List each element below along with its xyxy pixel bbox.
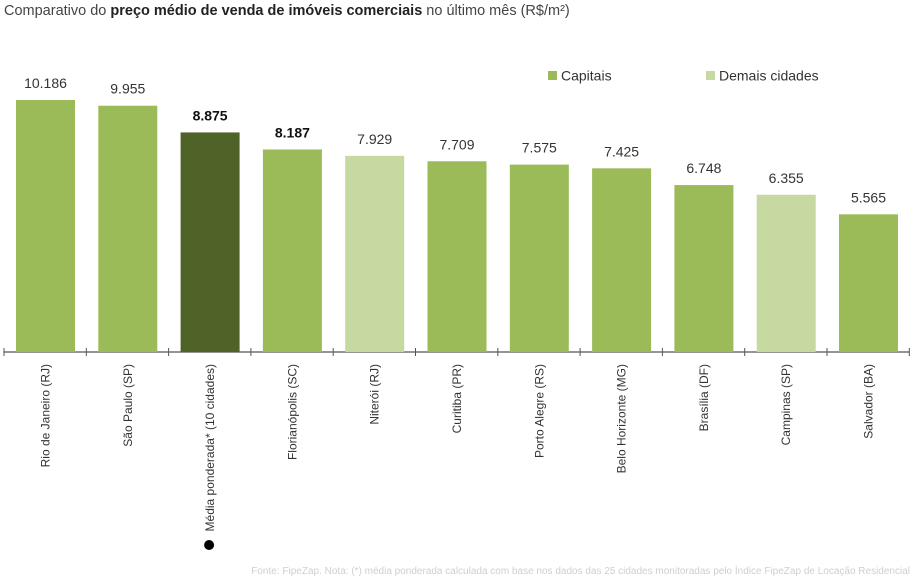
- bar: [427, 161, 487, 352]
- bar: [16, 100, 75, 352]
- footnote-marker-dot: [204, 540, 215, 550]
- tick-label: Rio de Janeiro (RJ): [39, 364, 53, 467]
- data-label: 7.425: [604, 143, 639, 159]
- tick-label: São Paulo (SP): [121, 364, 135, 447]
- data-label: 8.875: [193, 107, 228, 123]
- title-prefix: Comparativo do: [4, 3, 111, 19]
- data-label: 7.709: [439, 136, 474, 152]
- data-label: 10.186: [24, 75, 67, 91]
- title-suffix: no último mês (R$/m²): [422, 3, 570, 19]
- bar: [592, 168, 652, 352]
- tick-label: Curitiba (PR): [450, 364, 464, 433]
- tick-label: Florianópolis (SC): [285, 364, 299, 460]
- chart-title: Comparativo do preço médio de venda de i…: [4, 3, 570, 19]
- tick-label: Brasília (DF): [697, 364, 711, 431]
- legend-label: Demais cidades: [719, 68, 819, 84]
- bar: [509, 164, 569, 352]
- bar: [345, 155, 405, 352]
- data-label: 8.187: [275, 124, 310, 140]
- title-bold: preço médio de venda de imóveis comercia…: [110, 3, 423, 19]
- tick-label: Porto Alegre (RS): [532, 364, 546, 458]
- legend-swatch: [706, 71, 715, 80]
- data-label: 9.955: [110, 81, 145, 97]
- bar: [839, 214, 898, 352]
- bar: [180, 132, 240, 352]
- source-footnote: Fonte: FipeZap. Nota: (*) média ponderad…: [251, 566, 910, 577]
- data-label: 7.929: [357, 131, 392, 147]
- tick-label: Campinas (SP): [779, 364, 793, 445]
- tick-label: Média ponderada* (10 cidades): [203, 364, 217, 531]
- tick-label: Niterói (RJ): [368, 364, 382, 425]
- data-label: 6.355: [769, 170, 804, 186]
- data-label: 5.565: [851, 189, 886, 205]
- legend-label: Capitais: [561, 68, 612, 84]
- data-label: 6.748: [686, 160, 721, 176]
- bar: [262, 149, 322, 352]
- tick-label: Salvador (BA): [862, 364, 876, 439]
- data-label: 7.575: [522, 140, 557, 156]
- bar: [674, 185, 734, 352]
- bar: [98, 105, 158, 352]
- bar: [756, 194, 816, 352]
- legend-swatch: [548, 71, 557, 80]
- tick-label: Belo Horizonte (MG): [615, 364, 629, 473]
